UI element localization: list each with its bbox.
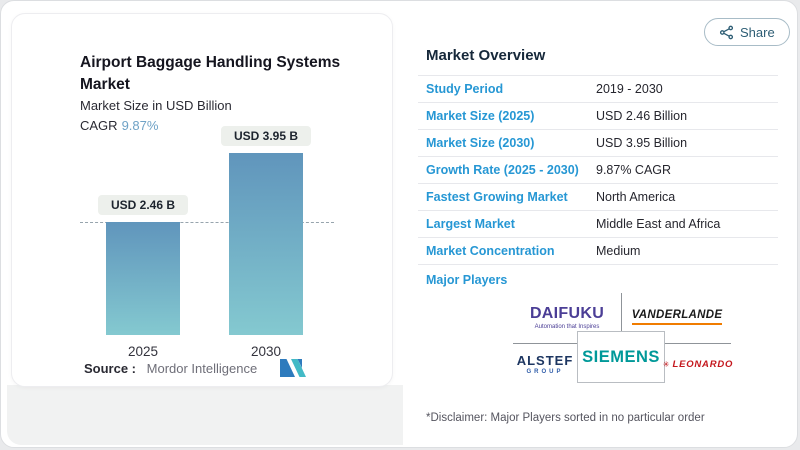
leonardo-wordmark: LEONARDO <box>672 358 734 370</box>
vanderlande-logo: VANDERLANDE <box>623 295 731 339</box>
table-row-market-size-2025: Market Size (2025) USD 2.46 Billion <box>418 103 778 130</box>
row-label: Fastest Growing Market <box>426 190 568 204</box>
row-value: 9.87% CAGR <box>596 163 672 177</box>
bar-2025-value-badge: USD 2.46 B <box>97 195 189 215</box>
cagr-line: CAGR 9.87% <box>80 118 158 133</box>
alstef-wordmark: ALSTEF <box>516 353 574 368</box>
disclaimer-text: *Disclaimer: Major Players sorted in no … <box>426 412 705 424</box>
row-value: USD 3.95 Billion <box>596 136 688 150</box>
source-label: Source : <box>84 361 137 376</box>
table-row-growth-rate: Growth Rate (2025 - 2030) 9.87% CAGR <box>418 157 778 184</box>
mordor-intelligence-logo-icon <box>280 359 306 377</box>
cagr-label: CAGR <box>80 118 118 133</box>
row-value: USD 2.46 Billion <box>596 109 688 123</box>
chart-card: Airport Baggage Handling Systems Market … <box>11 13 393 387</box>
chart-title: Airport Baggage Handling Systems Market <box>80 54 341 93</box>
table-row-market-size-2030: Market Size (2030) USD 3.95 Billion <box>418 130 778 157</box>
table-row-market-concentration: Market Concentration Medium <box>418 238 778 265</box>
bar-2030-value-badge: USD 3.95 B <box>220 126 312 146</box>
logo-grid-horizontal-divider-left <box>513 343 577 344</box>
major-players-label: Major Players <box>426 273 508 287</box>
siemens-logo: SIEMENS <box>577 331 665 383</box>
table-row-largest-market: Largest Market Middle East and Africa <box>418 211 778 238</box>
major-players-logos: DAIFUKU Automation that Inspires VANDERL… <box>513 293 734 383</box>
bar-2030 <box>229 153 303 335</box>
vanderlande-wordmark: VANDERLANDE <box>631 309 723 325</box>
row-value: 2019 - 2030 <box>596 82 663 96</box>
overview-title: Market Overview <box>426 47 546 64</box>
cagr-value: 9.87% <box>121 118 159 133</box>
row-label: Largest Market <box>426 217 515 231</box>
row-label: Study Period <box>426 82 504 96</box>
row-label: Market Size (2030) <box>426 136 535 150</box>
row-label: Market Concentration <box>426 244 555 258</box>
row-label: Market Size (2025) <box>426 109 535 123</box>
share-button[interactable]: Share <box>704 18 790 46</box>
table-row-study-period: Study Period 2019 - 2030 <box>418 75 778 103</box>
logo-grid-vertical-divider <box>621 293 622 331</box>
row-label: Growth Rate (2025 - 2030) <box>426 163 579 177</box>
reference-dashed-line <box>80 222 334 223</box>
row-value: North America <box>596 190 676 204</box>
daifuku-tagline: Automation that Inspires <box>534 323 600 330</box>
row-value: Middle East and Africa <box>596 217 721 231</box>
left-footer-strip <box>7 385 403 445</box>
source-row: Source : Mordor Intelligence <box>84 361 257 376</box>
leonardo-star-icon: ✳ <box>662 359 670 369</box>
leonardo-logo: ✳ LEONARDO <box>662 345 734 383</box>
share-icon <box>719 25 734 39</box>
share-button-label: Share <box>740 24 775 40</box>
source-name: Mordor Intelligence <box>146 361 258 376</box>
chart-subtitle: Market Size in USD Billion <box>80 98 232 113</box>
bar-2025 <box>106 222 180 335</box>
bar-chart: USD 2.46 B USD 3.95 B 2025 2030 <box>70 126 342 359</box>
overview-table: Study Period 2019 - 2030 Market Size (20… <box>418 75 778 265</box>
logo-grid-horizontal-divider-right <box>665 343 731 344</box>
daifuku-logo: DAIFUKU Automation that Inspires <box>513 295 621 339</box>
alstef-group-sub: GROUP <box>526 369 564 375</box>
alstef-logo: ALSTEF GROUP <box>513 345 577 383</box>
siemens-wordmark: SIEMENS <box>582 347 660 366</box>
row-value: Medium <box>596 244 641 258</box>
x-axis-label-2030: 2030 <box>250 344 282 359</box>
daifuku-wordmark: DAIFUKU <box>529 304 605 322</box>
x-axis-label-2025: 2025 <box>127 344 159 359</box>
table-row-fastest-growing-market: Fastest Growing Market North America <box>418 184 778 211</box>
